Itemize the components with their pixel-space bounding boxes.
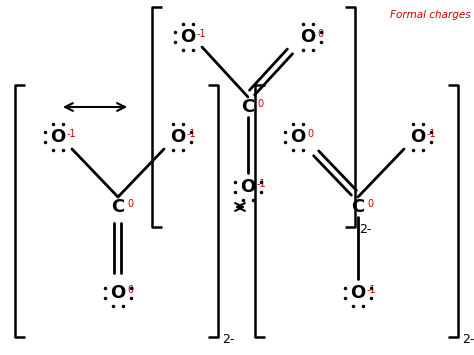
Text: O: O	[50, 128, 65, 146]
Text: Formal charges in red.: Formal charges in red.	[390, 10, 474, 20]
Text: C: C	[111, 198, 125, 216]
Text: 2-: 2-	[222, 333, 234, 346]
Text: O: O	[410, 128, 426, 146]
Text: 0: 0	[307, 129, 313, 139]
Text: O: O	[240, 178, 255, 196]
Text: 2-: 2-	[462, 333, 474, 346]
Text: O: O	[110, 284, 126, 302]
Text: 0: 0	[257, 99, 263, 109]
Text: O: O	[170, 128, 186, 146]
Text: 0: 0	[127, 199, 133, 209]
Text: -1: -1	[197, 29, 207, 39]
Text: C: C	[241, 98, 255, 116]
Text: O: O	[350, 284, 365, 302]
Text: O: O	[301, 28, 316, 46]
Text: -1: -1	[367, 285, 377, 295]
Text: 0: 0	[127, 285, 133, 295]
Text: -1: -1	[187, 129, 197, 139]
Text: -1: -1	[257, 179, 266, 189]
Text: -1: -1	[427, 129, 437, 139]
Text: O: O	[181, 28, 196, 46]
Text: 2-: 2-	[359, 223, 371, 236]
Text: -1: -1	[67, 129, 77, 139]
Text: C: C	[351, 198, 365, 216]
Text: 0: 0	[367, 199, 373, 209]
Text: 0: 0	[317, 29, 323, 39]
Text: O: O	[291, 128, 306, 146]
